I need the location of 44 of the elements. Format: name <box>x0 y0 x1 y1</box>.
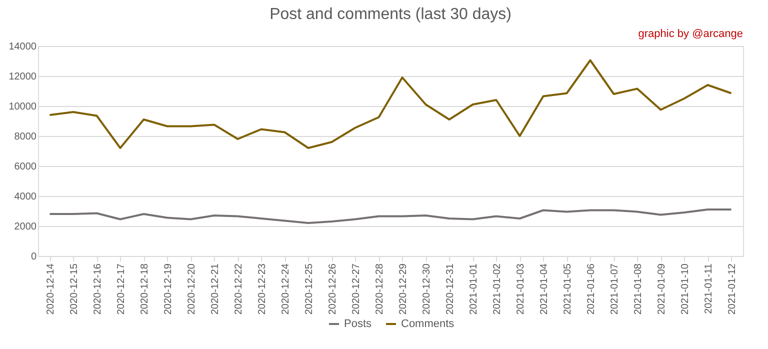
text: graphic by @arcange <box>638 28 743 40</box>
x-tick-label: 2020-12-21 <box>210 263 221 315</box>
x-tick-label: 2020-12-19 <box>162 263 174 315</box>
x-tick-label: 2020-12-29 <box>398 263 409 315</box>
x-tick-label: 2020-12-26 <box>327 263 338 315</box>
legend-label: Posts <box>344 318 372 330</box>
x-tick-label: 2020-12-20 <box>186 263 198 315</box>
x-tick-label: 2020-12-31 <box>444 263 456 315</box>
x-tick-label: 2021-01-08 <box>632 263 644 315</box>
x-tick-label: 2021-01-10 <box>680 263 691 315</box>
y-tick-label: 6000 <box>14 162 37 172</box>
x-tick-label: 2021-01-07 <box>609 263 620 315</box>
x-tick-label: 2020-12-27 <box>350 263 362 315</box>
x-tick-label: 2020-12-30 <box>421 263 432 315</box>
x-tick-label: 2021-01-01 <box>468 263 480 315</box>
y-tick-label: 4000 <box>14 192 37 202</box>
x-tick-label: 2020-12-18 <box>139 263 150 315</box>
x-tick-label: 2021-01-03 <box>515 263 526 315</box>
x-tick-label: 2021-01-06 <box>586 263 597 315</box>
y-tick-label: 12000 <box>8 72 37 82</box>
y-tick-label: 10000 <box>8 102 37 112</box>
x-tick-label: 2020-12-22 <box>233 263 244 315</box>
x-tick-label: 2020-12-25 <box>304 263 315 315</box>
x-tick-label: 2021-01-05 <box>562 263 574 315</box>
x-tick-label: 2020-12-14 <box>45 263 56 315</box>
x-tick-label: 2021-01-11 <box>703 263 714 314</box>
x-tick-label: 2021-01-04 <box>538 263 550 315</box>
y-tick-label: 14000 <box>8 42 37 52</box>
line-series <box>48 59 732 149</box>
y-tick-label: 2000 <box>14 222 37 232</box>
y-tick-label: 0 <box>30 252 37 262</box>
legend-label: Comments <box>401 318 455 330</box>
x-tick-label: 2020-12-17 <box>116 263 127 315</box>
x-tick-label: 2020-12-28 <box>374 263 386 315</box>
x-tick-label: 2020-12-24 <box>280 263 292 315</box>
x-tick-label: 2021-01-09 <box>656 263 668 315</box>
x-tick-label: 2021-01-02 <box>492 263 503 315</box>
x-tick-label: 2020-12-15 <box>68 263 80 315</box>
x-tick-label: 2021-01-12 <box>726 263 738 315</box>
y-tick-label: 8000 <box>14 132 37 142</box>
chart-title: Post and comments (last 30 days) <box>270 6 512 23</box>
line-series <box>48 208 732 224</box>
x-tick-label: 2020-12-23 <box>256 263 268 315</box>
x-tick-label: 2020-12-16 <box>92 263 104 315</box>
